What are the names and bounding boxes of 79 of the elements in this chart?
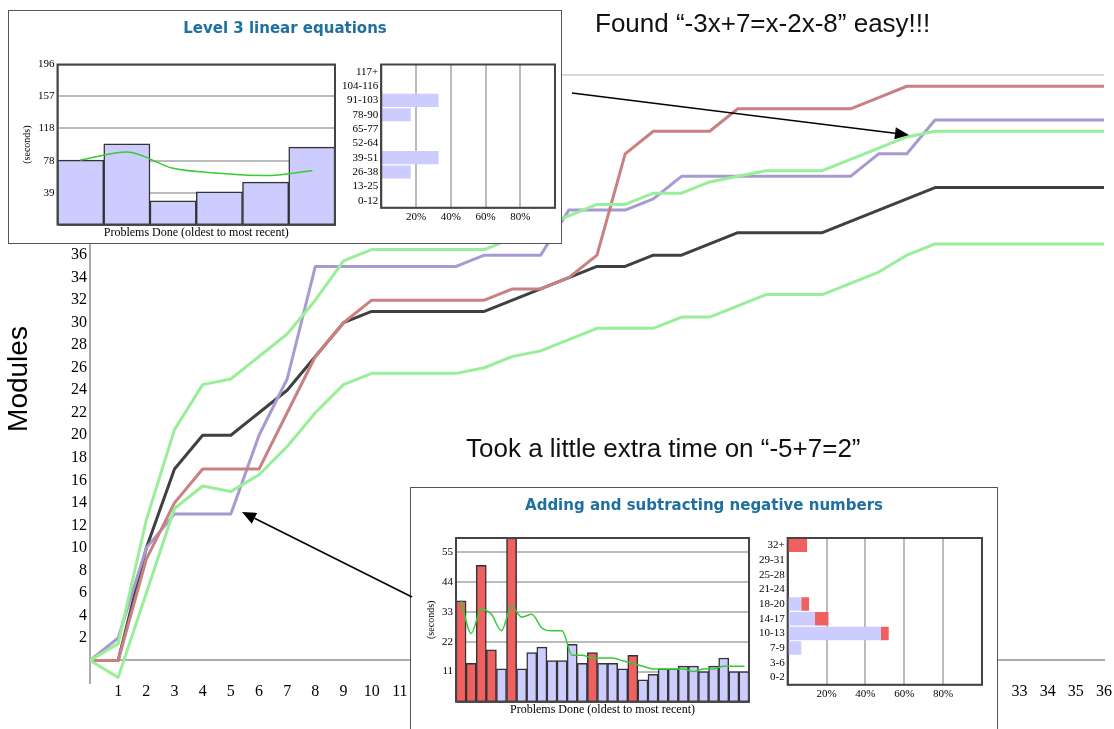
y-tick-label: 34 xyxy=(71,267,87,285)
y-tick-label: 78 xyxy=(43,153,55,166)
y-tick-label: 28 xyxy=(71,335,87,353)
x-tick-label: 1 xyxy=(114,682,123,700)
x-tick-label: 3 xyxy=(170,682,179,700)
x-tick-label: 9 xyxy=(339,682,348,700)
y-tick-label: 24 xyxy=(71,380,87,398)
y-tick-label: 2 xyxy=(79,628,87,646)
y-axis-title: Modules xyxy=(1,326,33,432)
y-tick-label: 10 xyxy=(71,538,87,556)
x-tick-label: 7 xyxy=(283,682,292,700)
x-tick-label: 2 xyxy=(142,682,151,700)
y-tick-label: 196 xyxy=(38,57,55,70)
y-tick-label: 25-28 xyxy=(758,567,786,580)
y-tick-label: 4 xyxy=(79,605,87,623)
x-tick-label: 20% xyxy=(405,210,427,223)
y-tick-label: 91-103 xyxy=(347,93,379,106)
y-tick-label: 55 xyxy=(442,544,454,557)
chart-title: Level 3 linear equations xyxy=(182,19,388,37)
y-tick-label: 0-12 xyxy=(358,193,379,206)
y-tick-label: 33 xyxy=(442,604,454,617)
y-tick-label: 18-20 xyxy=(758,596,786,609)
y-tick-label: 21-24 xyxy=(758,582,786,595)
y-tick-label: 104-116 xyxy=(341,78,379,91)
y-tick-label: 32+ xyxy=(767,538,785,551)
y-axis-title: (seconds) xyxy=(20,125,33,164)
annotation: Took a little extra time on “-5+7=2” xyxy=(466,433,861,464)
x-tick-label: 80% xyxy=(510,210,531,223)
x-tick-label: 33 xyxy=(1011,682,1028,700)
y-tick-label: 39-51 xyxy=(352,150,379,163)
x-tick-label: 36 xyxy=(1096,682,1112,700)
y-tick-label: 14 xyxy=(71,493,87,511)
x-tick-label: 5 xyxy=(226,682,235,700)
y-tick-label: 22 xyxy=(442,634,453,647)
y-axis-title: (seconds) xyxy=(424,600,437,639)
y-tick-label: 118 xyxy=(38,121,55,134)
x-tick-label: 35 xyxy=(1067,682,1084,700)
y-tick-label: 11 xyxy=(442,664,453,677)
x-axis-title: Problems Done (oldest to most recent) xyxy=(510,701,695,716)
y-tick-label: 7-9 xyxy=(769,640,786,653)
x-tick-label: 60% xyxy=(894,687,915,700)
y-tick-label: 32 xyxy=(71,290,87,308)
y-tick-label: 8 xyxy=(79,560,87,578)
y-tick-label: 6 xyxy=(79,583,87,601)
x-tick-label: 34 xyxy=(1039,682,1056,700)
x-tick-label: 40% xyxy=(855,687,876,700)
x-tick-label: 60% xyxy=(475,210,496,223)
y-tick-label: 30 xyxy=(71,312,87,330)
x-tick-label: 8 xyxy=(311,682,320,700)
x-axis-title: Problems Done (oldest to most recent) xyxy=(103,224,289,239)
x-tick-label: 40% xyxy=(440,210,461,223)
x-tick-label: 11 xyxy=(392,682,408,700)
y-tick-label: 12 xyxy=(71,515,87,533)
x-tick-label: 20% xyxy=(816,687,837,700)
x-tick-label: 6 xyxy=(255,682,263,700)
y-tick-label: 26 xyxy=(71,357,87,375)
y-tick-label: 16 xyxy=(71,470,87,488)
text: Found “-3x+7=x-2x-8” easy!!! xyxy=(595,8,931,39)
y-tick-label: 36 xyxy=(71,245,87,263)
y-tick-label: 18 xyxy=(71,448,87,466)
y-tick-label: 26-38 xyxy=(352,164,379,177)
x-tick-label: 80% xyxy=(933,687,954,700)
y-tick-label: 10-13 xyxy=(758,626,786,639)
y-tick-label: 117+ xyxy=(355,64,379,77)
y-tick-label: 13-25 xyxy=(352,179,379,192)
y-tick-label: 65-77 xyxy=(352,121,379,134)
y-tick-label: 0-2 xyxy=(769,670,785,683)
y-tick-label: 3-6 xyxy=(769,655,786,668)
y-tick-label: 29-31 xyxy=(758,552,785,565)
chart-title: Adding and subtracting negative numbers xyxy=(524,496,884,514)
x-tick-label: 4 xyxy=(198,682,207,700)
y-tick-label: 52-64 xyxy=(352,136,379,149)
y-tick-label: 14-17 xyxy=(758,611,786,624)
y-tick-label: 22 xyxy=(71,402,87,420)
y-tick-label: 78-90 xyxy=(352,107,379,120)
y-tick-label: 20 xyxy=(71,425,87,443)
y-tick-label: 157 xyxy=(38,89,55,102)
y-tick-label: 39 xyxy=(43,185,55,198)
y-tick-label: 44 xyxy=(442,574,454,587)
